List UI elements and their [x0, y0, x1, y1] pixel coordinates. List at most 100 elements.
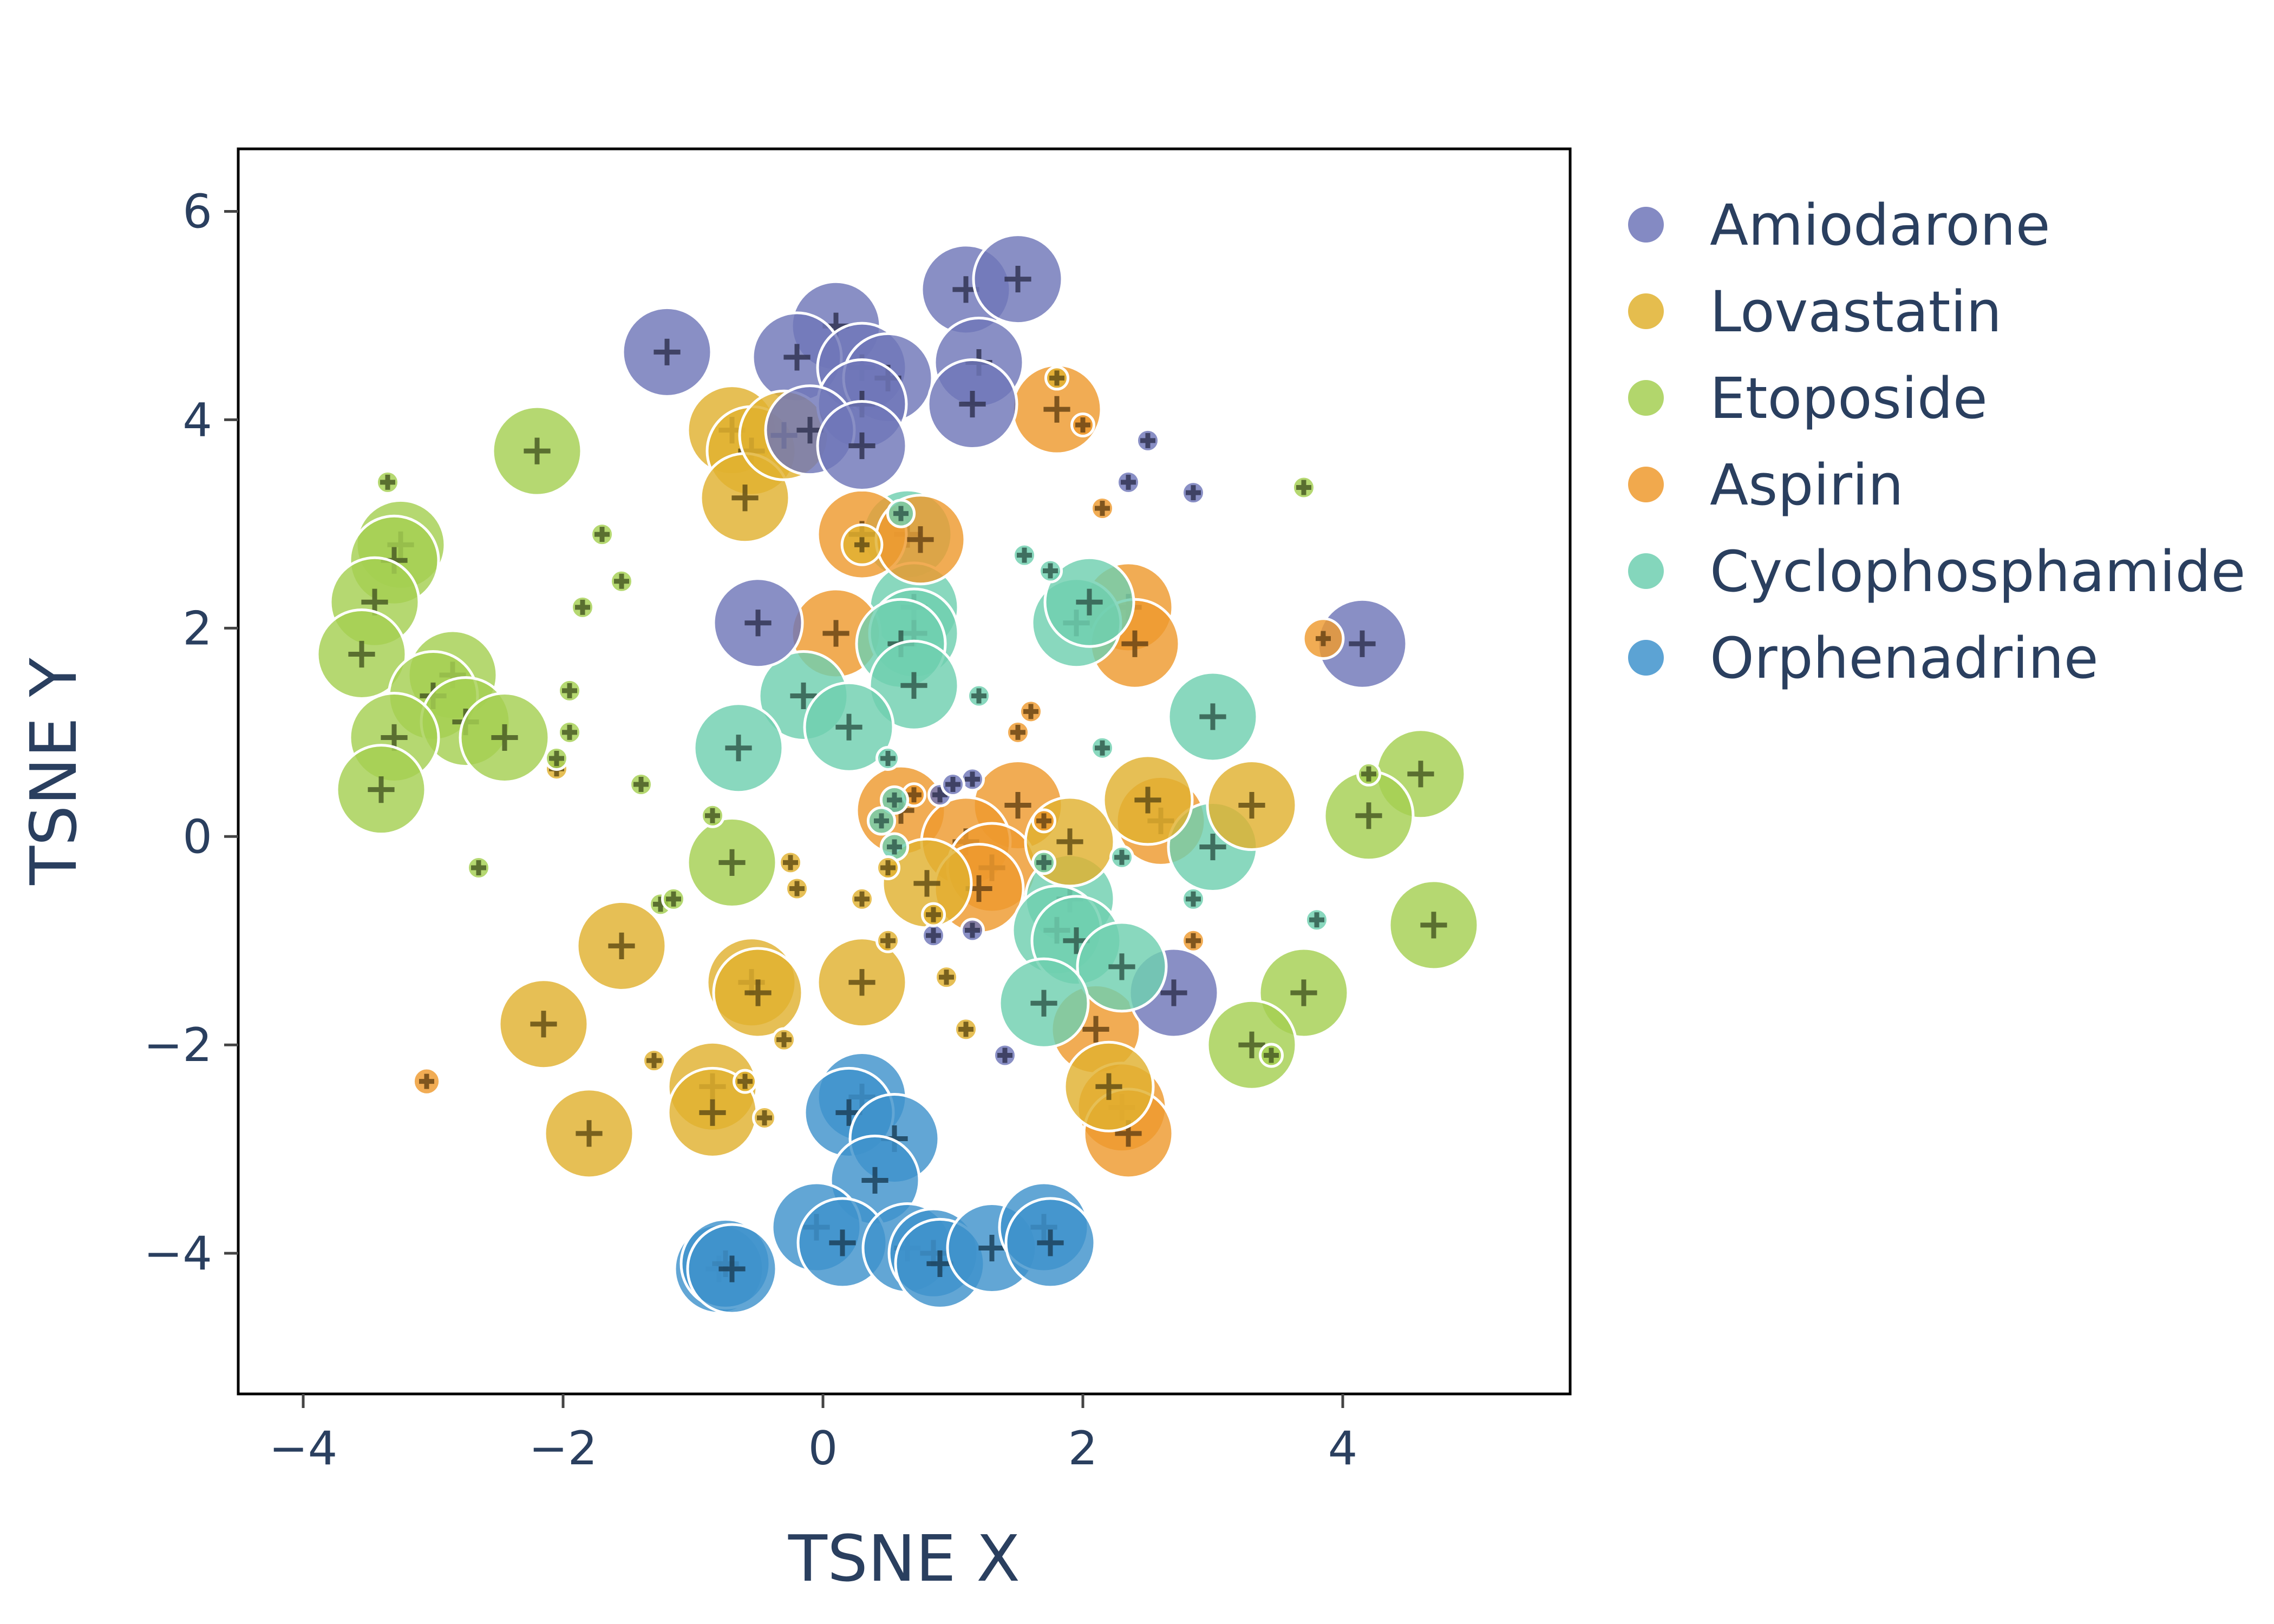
point-etoposide-13 [1323, 770, 1415, 862]
point-cross-marker [796, 417, 824, 444]
point-cross-marker [861, 1167, 888, 1194]
point-lovastatin-26 [953, 1017, 978, 1042]
point-amiodarone-15 [1135, 428, 1160, 453]
point-amiodarone-21 [992, 1043, 1017, 1068]
point-etoposide-4 [316, 608, 408, 700]
point-lovastatin-22 [785, 876, 809, 901]
point-cross-marker [380, 474, 395, 490]
point-etoposide-22 [557, 719, 582, 745]
legend-swatch [1628, 640, 1664, 676]
point-cross-marker [776, 1032, 792, 1047]
point-cross-marker [1076, 588, 1103, 615]
point-cross-marker [939, 970, 954, 985]
point-cyclophosphamide-17 [886, 499, 916, 528]
point-etoposide-0 [491, 405, 583, 497]
point-etoposide-31 [1259, 1043, 1284, 1068]
point-cross-marker [1309, 912, 1324, 928]
point-cross-marker [1186, 933, 1201, 948]
legend-swatch [1628, 380, 1664, 416]
point-cross-marker [1407, 761, 1434, 788]
legend-item-cyclophosphamide[interactable]: Cyclophosphamide [1628, 539, 2245, 605]
point-etoposide-21 [557, 678, 582, 703]
point-cross-marker [1316, 631, 1331, 646]
point-cross-marker [932, 787, 948, 803]
point-cross-marker [1095, 501, 1110, 516]
point-orphenadrine-14 [686, 1223, 778, 1315]
point-cyclophosphamide-29 [1031, 850, 1056, 875]
legend-item-etoposide[interactable]: Etoposide [1628, 365, 1988, 431]
point-cross-marker [848, 432, 875, 460]
point-cross-marker [1349, 630, 1376, 657]
y-axis: −4 −2 0 2 4 6 [143, 185, 238, 1281]
point-cross-marker [1199, 833, 1226, 861]
point-etoposide-27 [661, 886, 686, 912]
point-cross-marker [971, 688, 986, 704]
point-cross-marker [731, 484, 759, 512]
point-cross-marker [1140, 433, 1155, 448]
point-cross-marker [725, 735, 752, 762]
point-cross-marker [1082, 1016, 1109, 1043]
point-lovastatin-10 [712, 947, 804, 1039]
point-etoposide-28 [700, 803, 725, 828]
x-tick-label: 2 [1068, 1422, 1098, 1476]
point-lovastatin-28 [1044, 365, 1069, 391]
point-cross-marker [608, 932, 635, 959]
x-axis-title: TSNE X [788, 1521, 1020, 1596]
legend-item-aspirin[interactable]: Aspirin [1628, 452, 1904, 518]
point-lovastatin-20 [772, 1027, 796, 1052]
point-cross-marker [926, 1250, 953, 1278]
point-lovastatin-21 [778, 850, 803, 875]
legend-label: Etoposide [1710, 365, 1988, 431]
point-lovastatin-6 [543, 1088, 635, 1180]
point-cyclophosphamide-21 [875, 745, 900, 771]
point-etoposide-8 [459, 691, 551, 783]
legend-item-orphenadrine[interactable]: Orphenadrine [1628, 625, 2099, 691]
point-lovastatin-15 [1206, 759, 1298, 852]
legend-label: Aspirin [1710, 452, 1904, 518]
legend-item-lovastatin[interactable]: Lovastatin [1628, 279, 2002, 345]
y-tick-label: 0 [182, 810, 212, 864]
point-lovastatin-25 [934, 965, 959, 990]
point-cross-marker [1023, 704, 1038, 719]
point-cross-marker [1004, 265, 1031, 293]
points-layer [316, 233, 1480, 1315]
point-cross-marker [783, 344, 811, 371]
point-cyclophosphamide-28 [1304, 907, 1329, 933]
legend-item-amiodarone[interactable]: Amiodarone [1628, 192, 2050, 258]
point-cyclophosphamide-22 [879, 785, 910, 815]
point-cross-marker [1056, 828, 1083, 855]
point-cross-marker [1108, 953, 1135, 980]
point-amiodarone-11 [926, 358, 1018, 450]
point-cross-marker [594, 527, 610, 542]
point-etoposide-25 [466, 855, 491, 881]
point-cross-marker [699, 1099, 726, 1126]
point-lovastatin-30 [752, 1105, 777, 1130]
point-cross-marker [965, 922, 980, 938]
point-lovastatin-14 [1102, 754, 1194, 846]
x-axis: −4 −2 0 2 4 [269, 1394, 1358, 1476]
point-cross-marker [614, 573, 629, 589]
point-cross-marker [854, 891, 870, 907]
point-cross-marker [907, 526, 934, 553]
point-cyclophosphamide-7 [692, 702, 785, 794]
x-tick-label: 4 [1328, 1422, 1358, 1476]
point-cross-marker [1049, 370, 1064, 386]
point-cross-marker [1238, 1031, 1265, 1058]
point-aspirin-21 [411, 1066, 442, 1096]
point-cross-marker [926, 907, 941, 922]
point-cross-marker [997, 1047, 1012, 1063]
point-cross-marker [1121, 474, 1136, 490]
point-cross-marker [835, 713, 862, 741]
point-cross-marker [1030, 990, 1057, 1017]
point-cyclophosphamide-4 [868, 639, 960, 731]
point-etoposide-11 [686, 816, 778, 908]
point-lovastatin-8 [666, 1066, 759, 1158]
point-lovastatin-19 [642, 1048, 666, 1073]
x-tick-label: 0 [808, 1422, 838, 1476]
point-cross-marker [790, 682, 817, 710]
point-aspirin-23 [1031, 808, 1056, 834]
y-tick-label: −4 [143, 1227, 212, 1281]
point-cross-marker [348, 640, 375, 668]
point-cross-marker [562, 683, 577, 698]
y-tick-label: 4 [182, 393, 212, 447]
